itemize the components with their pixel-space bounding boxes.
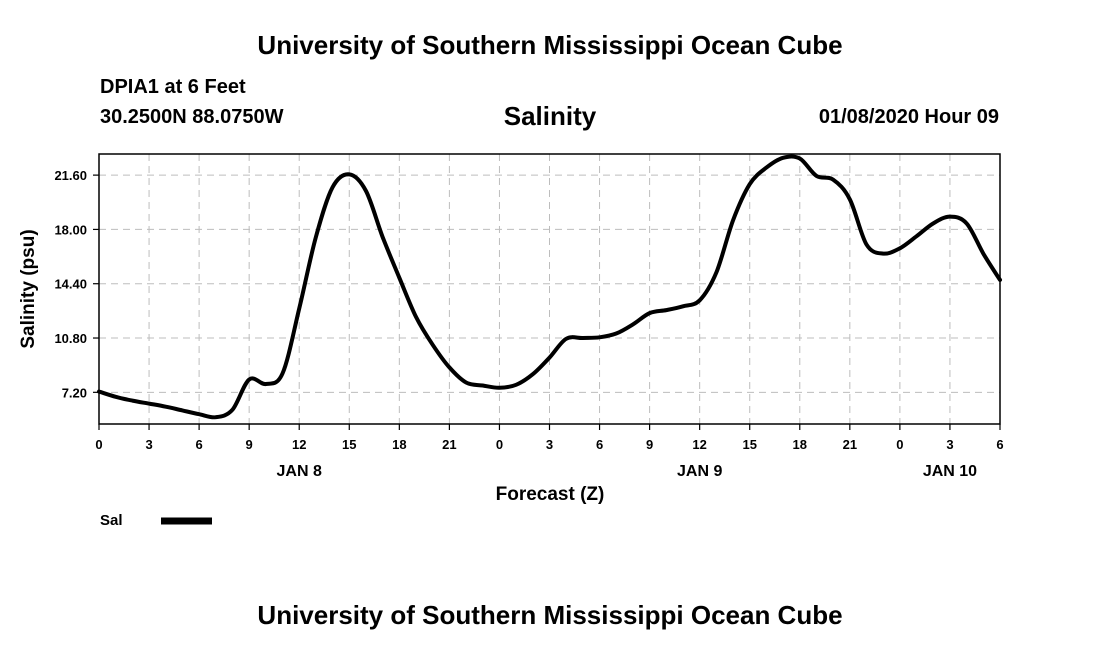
y-tick-label: 18.00 (54, 222, 87, 237)
x-tick-label: 18 (793, 437, 807, 452)
coordinates-label: 30.2500N 88.0750W (100, 106, 284, 128)
page-title: University of Southern Mississippi Ocean… (257, 30, 843, 60)
y-tick-label: 7.20 (62, 385, 87, 400)
date-label: JAN 9 (677, 463, 722, 480)
x-tick-label: 12 (692, 437, 706, 452)
x-tick-label: 21 (843, 437, 857, 452)
date-label: JAN 10 (923, 463, 977, 480)
y-tick-label: 14.40 (54, 277, 87, 292)
x-axis: 0 3 6 9 12 15 18 21 0 3 6 9 12 15 18 21 0 3 6 JAN 8 JAN 9 JAN… (95, 424, 1004, 480)
x-tick-label: 15 (742, 437, 756, 452)
y-tick-label: 10.80 (54, 331, 87, 346)
x-tick-label: 0 (896, 437, 903, 452)
x-tick-label: 3 (546, 437, 553, 452)
x-tick-label: 6 (195, 437, 202, 452)
x-tick-label: 3 (145, 437, 152, 452)
station-label: DPIA1 at 6 Feet (100, 76, 246, 98)
series-line-sal (97, 154, 1002, 420)
y-tick-label: 21.60 (54, 168, 87, 183)
x-tick-label: 9 (646, 437, 653, 452)
x-axis-label: Forecast (Z) (496, 484, 605, 505)
x-tick-label: 0 (95, 437, 102, 452)
y-axis: 7.20 10.80 14.40 18.00 21.60 (54, 168, 99, 400)
x-tick-label: 0 (496, 437, 503, 452)
chart-title: Salinity (503, 101, 597, 131)
y-axis-label: Salinity (psu) (18, 229, 39, 348)
forecast-datetime: 01/08/2020 Hour 09 (818, 106, 999, 128)
legend-label-sal: Sal (100, 512, 123, 529)
x-tick-label: 9 (246, 437, 253, 452)
legend: Sal (100, 512, 212, 529)
series-layer (97, 154, 1002, 420)
footer-title: University of Southern Mississippi Ocean… (257, 600, 843, 630)
x-tick-label: 3 (946, 437, 953, 452)
x-tick-label: 12 (292, 437, 306, 452)
date-label: JAN 8 (277, 463, 322, 480)
x-tick-label: 21 (442, 437, 456, 452)
x-tick-label: 15 (342, 437, 356, 452)
x-tick-label: 6 (596, 437, 603, 452)
grid-lines (99, 154, 1000, 424)
x-tick-label: 18 (392, 437, 406, 452)
x-tick-label: 6 (996, 437, 1003, 452)
